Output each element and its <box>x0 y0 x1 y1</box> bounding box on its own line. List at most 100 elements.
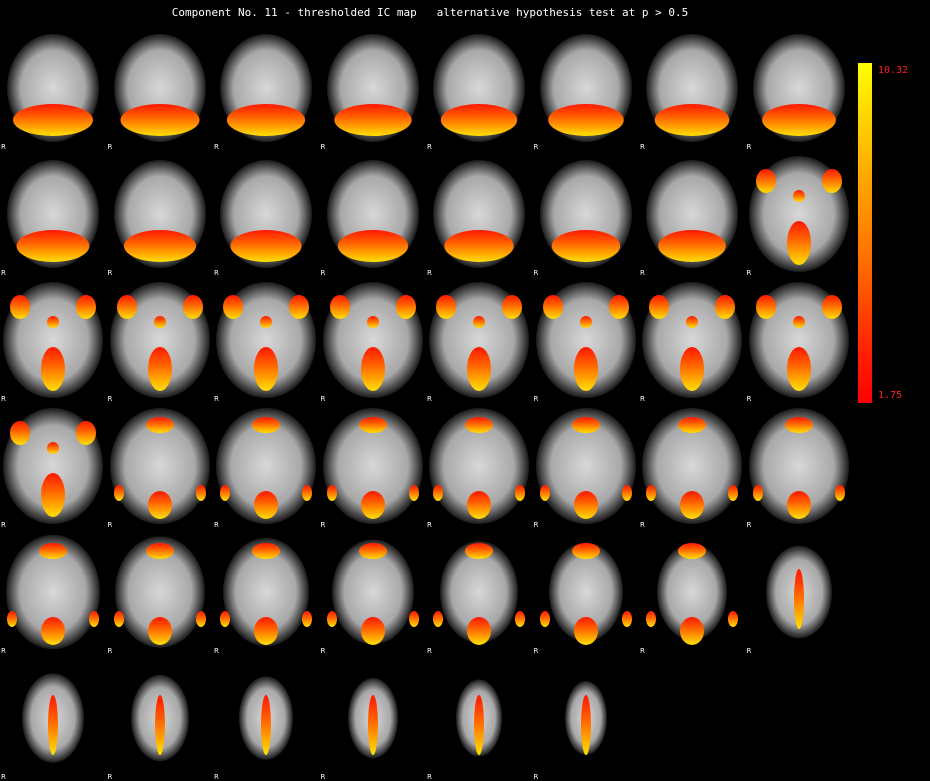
lateral-activation-left <box>113 485 124 501</box>
brain-slice: R <box>639 25 745 151</box>
frontal-activation-left <box>223 295 243 319</box>
orientation-label: R <box>533 395 539 403</box>
lateral-activation-left <box>646 611 656 627</box>
brain-slice: R <box>107 655 213 781</box>
lateral-activation-left <box>433 485 443 501</box>
lateral-activation-right <box>408 485 419 501</box>
slice-image <box>3 282 103 398</box>
lateral-activation-right <box>834 485 845 501</box>
slice-image <box>539 160 632 268</box>
brain-slice: R <box>213 25 319 151</box>
brain-outline <box>6 534 100 650</box>
slice-image <box>130 674 189 762</box>
orientation-label: R <box>1 773 6 781</box>
brain-slice: R <box>639 403 745 529</box>
parietal-activation <box>467 617 491 645</box>
orientation-label: R <box>107 773 113 781</box>
parietal-activation <box>41 617 65 645</box>
orientation-label: R <box>427 269 432 277</box>
frontal-activation-left <box>10 421 30 445</box>
posterior-activation <box>41 473 65 517</box>
brain-slice: R <box>213 151 319 277</box>
orientation-label: R <box>640 395 645 403</box>
slice-image <box>322 282 423 398</box>
lateral-activation-left <box>113 611 124 627</box>
lateral-activation-right <box>89 611 99 627</box>
brain-outline <box>642 408 742 524</box>
orientation-label: R <box>640 521 645 529</box>
orientation-label: R <box>320 647 326 655</box>
brain-outline <box>657 544 727 640</box>
lateral-activation-right <box>515 485 525 501</box>
lateral-activation-right <box>621 485 632 501</box>
brain-outline <box>535 408 636 524</box>
parietal-activation <box>467 491 491 519</box>
frontal-activation-left <box>755 295 776 319</box>
parietal-activation <box>147 491 172 519</box>
brain-slice: R <box>107 277 213 403</box>
frontal-midline-activation <box>784 417 813 433</box>
posterior-activation <box>786 347 811 391</box>
lateral-activation-right <box>195 485 206 501</box>
orientation-label: R <box>320 143 326 151</box>
frontal-activation-left <box>436 295 456 319</box>
brain-outline <box>223 537 309 647</box>
posterior-activation <box>573 347 598 391</box>
slice-image <box>3 408 103 524</box>
brain-slice: R <box>0 25 106 151</box>
orientation-label: R <box>320 395 326 403</box>
frontal-activation-right <box>821 169 842 193</box>
midline-activation <box>260 316 272 328</box>
midline-activation <box>47 442 59 454</box>
orientation-label: R <box>214 521 219 529</box>
slice-image <box>646 160 738 268</box>
frontal-activation-right <box>608 295 629 319</box>
frontal-activation-left <box>329 295 350 319</box>
frontal-midline-activation <box>465 543 493 559</box>
brain-slice: R <box>426 529 532 655</box>
brain-outline <box>440 541 518 643</box>
slice-image <box>748 408 849 524</box>
frontal-activation-right <box>715 295 735 319</box>
frontal-activation-left <box>542 295 563 319</box>
slice-image <box>216 408 316 524</box>
midline-activation <box>366 316 379 328</box>
frontal-midline-activation <box>678 543 706 559</box>
brain-slice: R <box>320 403 426 529</box>
slice-image <box>113 160 206 268</box>
orientation-label: R <box>533 521 539 529</box>
parietal-activation <box>254 617 278 645</box>
slice-image <box>535 408 636 524</box>
orientation-label: R <box>640 647 645 655</box>
brain-slice: R <box>746 277 852 403</box>
orientation-label: R <box>107 269 113 277</box>
brain-outline <box>748 408 849 524</box>
brain-slice: R <box>320 529 426 655</box>
brain-slice: R <box>0 655 106 781</box>
slice-image <box>539 542 632 645</box>
slice-image <box>113 536 206 648</box>
orientation-label: R <box>746 269 752 277</box>
cerebellar-activation <box>337 230 408 262</box>
brain-slice: R <box>0 403 106 529</box>
slice-image <box>220 34 312 142</box>
slice-image <box>535 282 636 398</box>
frontal-midline-activation <box>252 543 280 559</box>
orientation-label: R <box>214 143 219 151</box>
brain-slice: R <box>0 529 106 655</box>
lateral-activation-right <box>728 485 738 501</box>
orientation-label: R <box>214 773 219 781</box>
orientation-label: R <box>427 395 432 403</box>
orientation-label: R <box>533 773 539 781</box>
brain-slice: R <box>639 277 745 403</box>
slice-image <box>642 282 742 398</box>
posterior-activation <box>680 347 704 391</box>
lateral-activation-left <box>326 485 337 501</box>
brain-slice: R <box>213 655 319 781</box>
brain-slice: R <box>533 25 639 151</box>
cerebellar-activation <box>440 104 518 136</box>
cerebellar-activation <box>654 104 730 136</box>
orientation-label: R <box>214 647 219 655</box>
orientation-label: R <box>107 143 113 151</box>
slice-image <box>456 679 502 757</box>
